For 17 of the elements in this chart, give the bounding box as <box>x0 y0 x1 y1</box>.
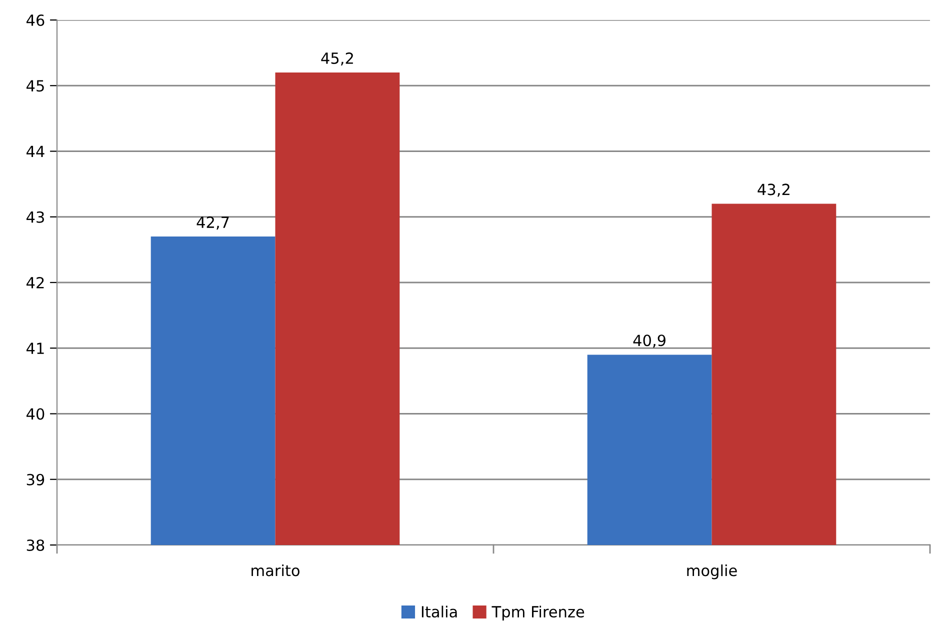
y-tick-label: 40 <box>26 408 44 420</box>
y-tick-label: 38 <box>26 539 44 552</box>
y-tick-label: 41 <box>26 342 44 354</box>
data-label: 40,9 <box>633 334 666 348</box>
data-label: 43,2 <box>758 184 790 197</box>
y-tick-label: 39 <box>26 474 44 486</box>
y-tick-label: 42 <box>26 276 44 288</box>
y-tick-label: 44 <box>26 146 44 158</box>
y-tick-label: 43 <box>26 211 44 223</box>
legend-label: Tpm Firenze <box>492 606 584 620</box>
x-tick-label: marito <box>252 564 300 576</box>
data-label: 45,2 <box>321 52 353 66</box>
data-label: 42,7 <box>196 216 229 230</box>
y-tick-label: 46 <box>26 14 44 26</box>
x-tick-label: moglie <box>687 564 737 580</box>
y-tick-label: 45 <box>26 80 44 92</box>
legend-label: Italia <box>422 606 457 618</box>
